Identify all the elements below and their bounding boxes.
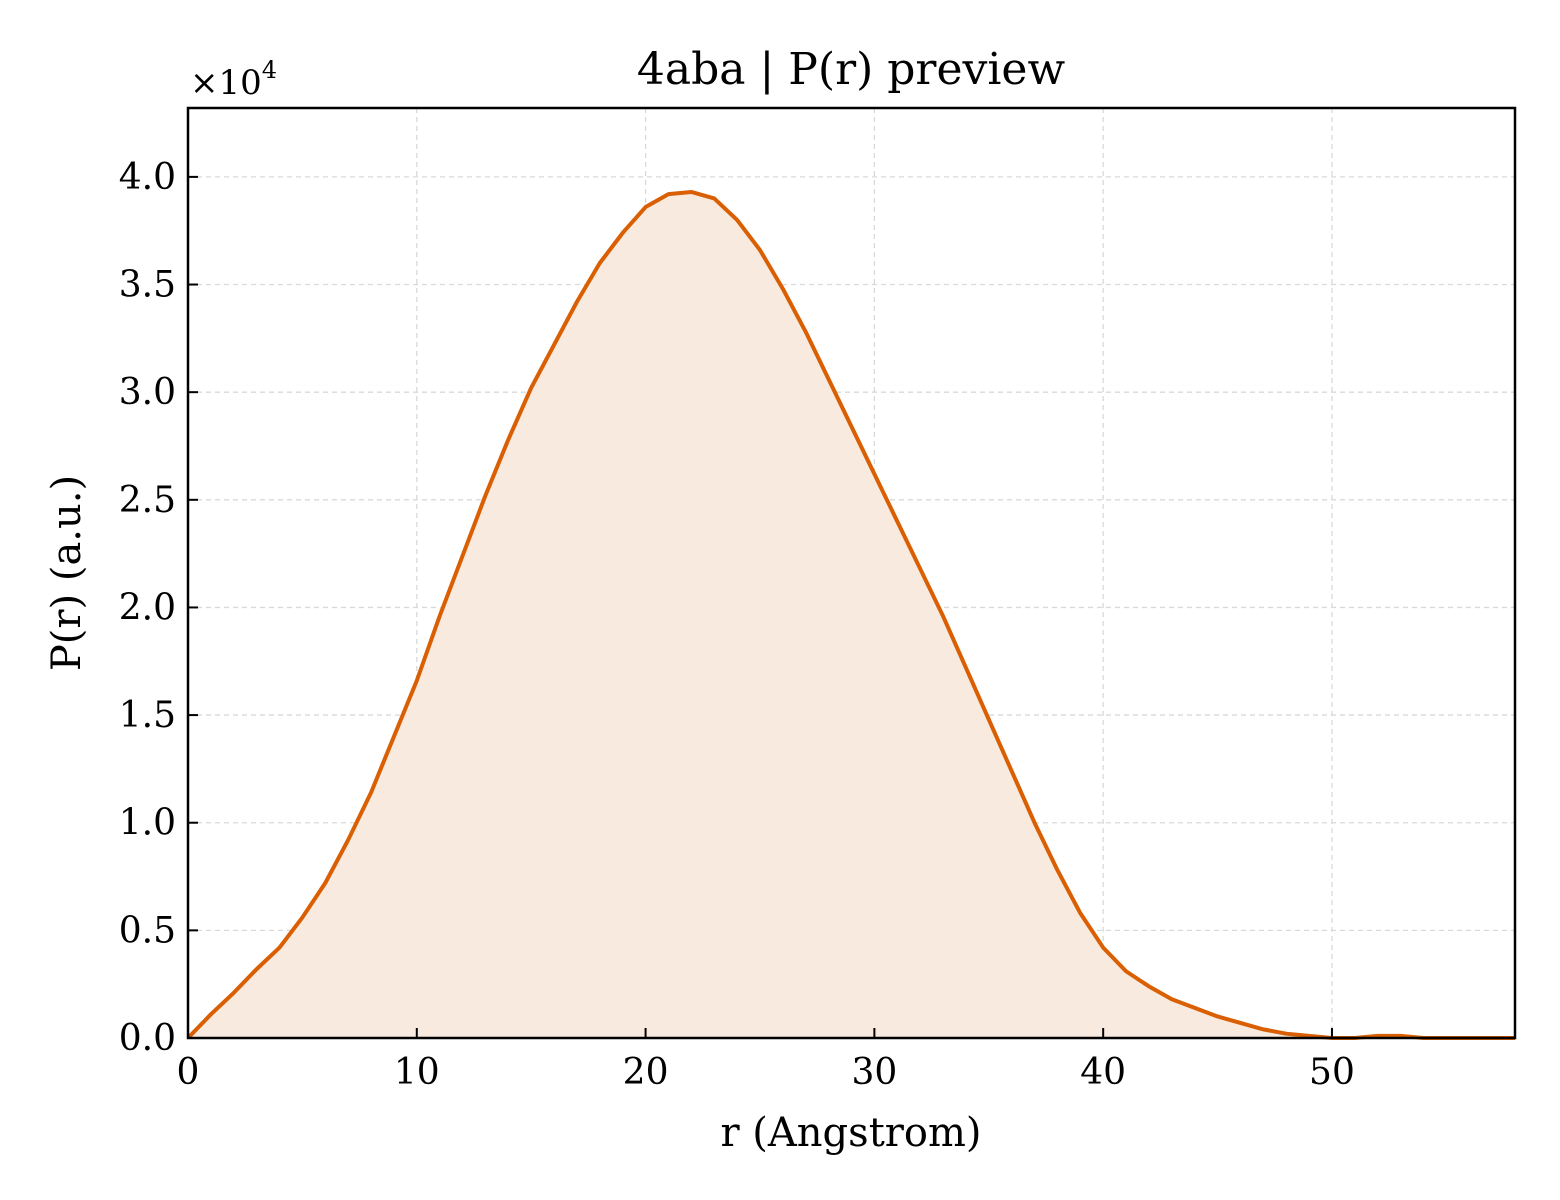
y-tick-label: 2.0 [119,587,176,628]
y-tick-label: 0.5 [119,910,176,951]
pr-area-fill [188,191,1515,1038]
x-tick-label: 0 [177,1052,200,1093]
y-tick-label: 2.5 [119,480,176,521]
y-tick-label: 3.5 [119,265,176,306]
y-tick-label: 0.0 [119,1018,176,1059]
y-tick-label: 4.0 [119,157,176,198]
y-axis-label: P(r) (a.u.) [44,475,90,671]
x-tick-label: 50 [1309,1052,1355,1093]
plot-frame [186,106,1517,1040]
y-scale-exponent: 4 [262,56,277,84]
tick-layer: 0 10 20 30 40 50 0.0 0.5 1.0 1.5 2.0 2.5 3.0 3.5 4.0 [119,157,1355,1093]
x-axis-label: r (Angstrom) [720,1110,981,1156]
y-tick-label: 3.0 [119,372,176,413]
pr-series-line [186,189,1515,1040]
x-tick-label: 40 [1080,1052,1126,1093]
y-tick-label: 1.5 [119,695,176,736]
x-tick-label: 10 [394,1052,440,1093]
y-scale-offset-label: ×104 [190,56,277,103]
y-scale-multiplier: ×10 [190,63,262,103]
chart-title: 4aba | P(r) preview [637,44,1066,95]
y-tick-label: 1.0 [119,803,176,844]
x-tick-label: 20 [623,1052,669,1093]
x-tick-label: 30 [851,1052,897,1093]
